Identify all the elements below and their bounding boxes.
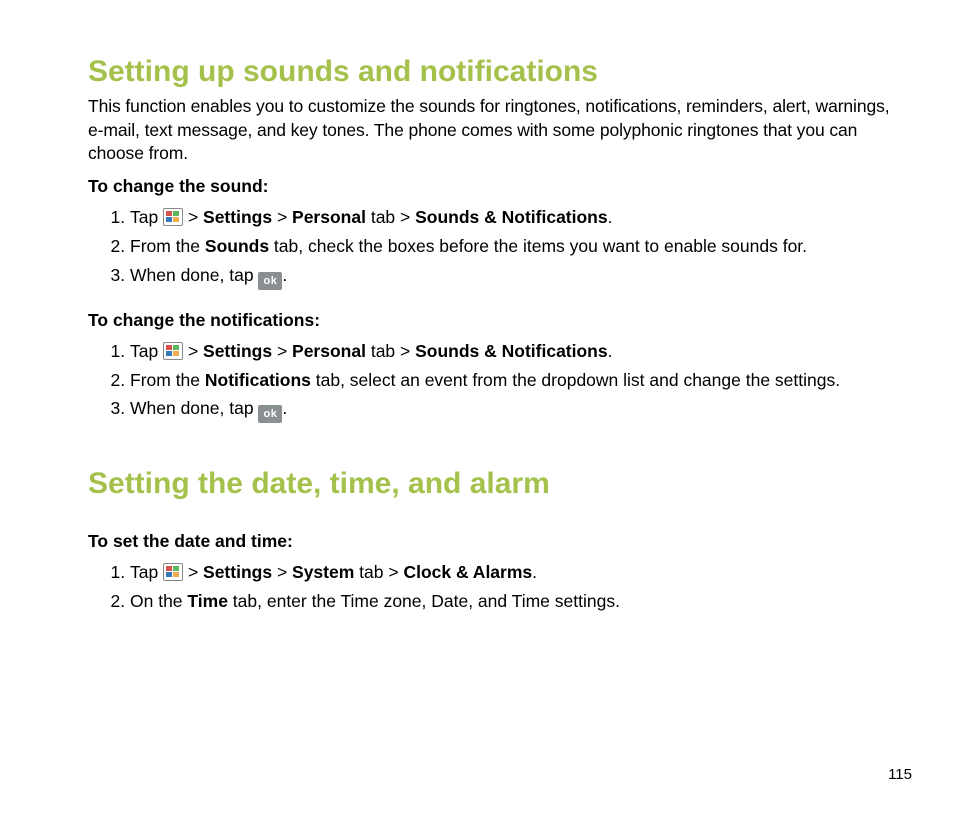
step-text: Tap xyxy=(130,207,163,227)
windows-flag-icon xyxy=(163,208,183,226)
list-item: Tap > Settings > Personal tab > Sounds &… xyxy=(130,203,894,232)
step-text: . xyxy=(608,341,613,361)
step-bold: System xyxy=(292,562,354,582)
list-item: When done, tap ok. xyxy=(130,261,894,290)
step-text: . xyxy=(608,207,613,227)
list-item: When done, tap ok. xyxy=(130,394,894,423)
intro-paragraph: This function enables you to customize t… xyxy=(88,95,894,166)
list-item: From the Notifications tab, select an ev… xyxy=(130,366,894,395)
step-text: > xyxy=(183,562,203,582)
step-text: > xyxy=(183,207,203,227)
windows-flag-icon xyxy=(163,563,183,581)
list-item: On the Time tab, enter the Time zone, Da… xyxy=(130,587,894,616)
step-text: tab > xyxy=(366,341,415,361)
step-text: tab > xyxy=(366,207,415,227)
step-text: Tap xyxy=(130,562,163,582)
subhead-set-date-time: To set the date and time: xyxy=(88,531,894,552)
steps-change-notifications: Tap > Settings > Personal tab > Sounds &… xyxy=(88,337,894,424)
step-bold: Settings xyxy=(203,562,272,582)
list-item: Tap > Settings > Personal tab > Sounds &… xyxy=(130,337,894,366)
ok-icon: ok xyxy=(258,405,282,423)
step-bold: Sounds xyxy=(205,236,269,256)
step-text: > xyxy=(272,341,292,361)
subhead-change-notifications: To change the notifications: xyxy=(88,310,894,331)
ok-icon: ok xyxy=(258,272,282,290)
step-text: On the xyxy=(130,591,187,611)
step-text: tab > xyxy=(354,562,403,582)
step-text: From the xyxy=(130,370,205,390)
step-bold: Clock & Alarms xyxy=(403,562,532,582)
step-text: tab, check the boxes before the items yo… xyxy=(269,236,807,256)
step-text: When done, tap xyxy=(130,265,258,285)
step-text: > xyxy=(183,341,203,361)
list-item: Tap > Settings > System tab > Clock & Al… xyxy=(130,558,894,587)
step-bold: Settings xyxy=(203,207,272,227)
step-text: . xyxy=(282,265,287,285)
step-text: > xyxy=(272,562,292,582)
step-bold: Personal xyxy=(292,207,366,227)
subhead-change-sound: To change the sound: xyxy=(88,176,894,197)
document-page: Setting up sounds and notifications This… xyxy=(0,0,954,616)
steps-change-sound: Tap > Settings > Personal tab > Sounds &… xyxy=(88,203,894,290)
heading-sounds-notifications: Setting up sounds and notifications xyxy=(88,55,894,89)
step-bold: Personal xyxy=(292,341,366,361)
step-text: . xyxy=(282,398,287,418)
step-text: Tap xyxy=(130,341,163,361)
heading-date-time-alarm: Setting the date, time, and alarm xyxy=(88,467,894,501)
step-text: tab, select an event from the dropdown l… xyxy=(311,370,840,390)
step-text: > xyxy=(272,207,292,227)
step-text: . xyxy=(532,562,537,582)
step-text: When done, tap xyxy=(130,398,258,418)
step-bold: Sounds & Notifications xyxy=(415,341,608,361)
step-bold: Settings xyxy=(203,341,272,361)
page-number: 115 xyxy=(888,766,912,783)
step-bold: Sounds & Notifications xyxy=(415,207,608,227)
step-text: tab, enter the Time zone, Date, and Time… xyxy=(228,591,620,611)
step-bold: Time xyxy=(187,591,228,611)
list-item: From the Sounds tab, check the boxes bef… xyxy=(130,232,894,261)
windows-flag-icon xyxy=(163,342,183,360)
steps-set-date-time: Tap > Settings > System tab > Clock & Al… xyxy=(88,558,894,616)
step-bold: Notifications xyxy=(205,370,311,390)
step-text: From the xyxy=(130,236,205,256)
